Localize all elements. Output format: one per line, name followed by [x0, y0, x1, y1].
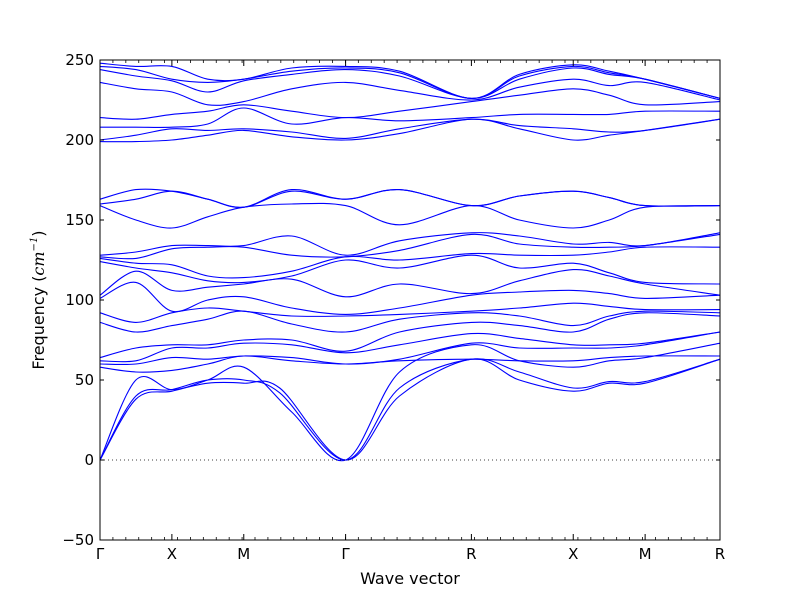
- band-line-15: [99, 232, 721, 256]
- y-axis-label-text: Frequency (: [29, 276, 48, 370]
- band-line-10: [99, 281, 721, 315]
- y-axis-label-unit: cm: [29, 251, 48, 275]
- band-line-26: [99, 62, 721, 99]
- band-line-21: [99, 107, 721, 128]
- y-axis-label: Frequency (cm−1): [29, 230, 48, 369]
- x-tick-label: M: [639, 545, 652, 563]
- band-line-12: [99, 254, 721, 285]
- x-axis-label: Wave vector: [360, 569, 460, 588]
- band-line-13: [99, 246, 721, 279]
- y-tick-label: 200: [65, 131, 94, 149]
- x-tick-label: M: [237, 545, 250, 563]
- x-tick-label: X: [568, 545, 578, 563]
- y-tick-label: 100: [65, 291, 94, 309]
- y-tick-label: −50: [62, 531, 94, 549]
- x-tick-label: R: [715, 545, 725, 563]
- band-line-3: [99, 342, 721, 462]
- x-tick-label: R: [466, 545, 476, 563]
- band-line-14: [99, 233, 721, 260]
- x-tick-label: X: [167, 545, 177, 563]
- x-tick-label: Γ: [96, 545, 105, 563]
- series-layer: [99, 62, 721, 462]
- band-line-6: [99, 331, 721, 363]
- band-line-25: [99, 65, 721, 99]
- y-axis-label-close: ): [29, 230, 48, 236]
- y-tick-label: 0: [84, 451, 94, 469]
- band-line-20: [99, 118, 721, 141]
- band-line-18: [99, 188, 721, 208]
- band-line-16: [99, 202, 721, 229]
- band-line-23: [99, 78, 721, 106]
- y-axis-label-exponent: −1: [29, 237, 40, 252]
- band-line-1: [99, 358, 721, 461]
- band-line-5: [99, 331, 721, 366]
- band-line-2: [99, 358, 721, 461]
- band-line-19: [99, 118, 721, 143]
- y-tick-label: 50: [75, 371, 94, 389]
- band-line-7: [99, 312, 721, 359]
- band-line-8: [99, 310, 721, 333]
- y-tick-label: 150: [65, 211, 94, 229]
- y-tick-label: 250: [65, 51, 94, 69]
- band-line-11: [99, 268, 721, 298]
- x-tick-label: Γ: [341, 545, 350, 563]
- band-line-22: [99, 88, 721, 120]
- plot-frame: [99, 59, 721, 541]
- band-line-24: [99, 67, 721, 99]
